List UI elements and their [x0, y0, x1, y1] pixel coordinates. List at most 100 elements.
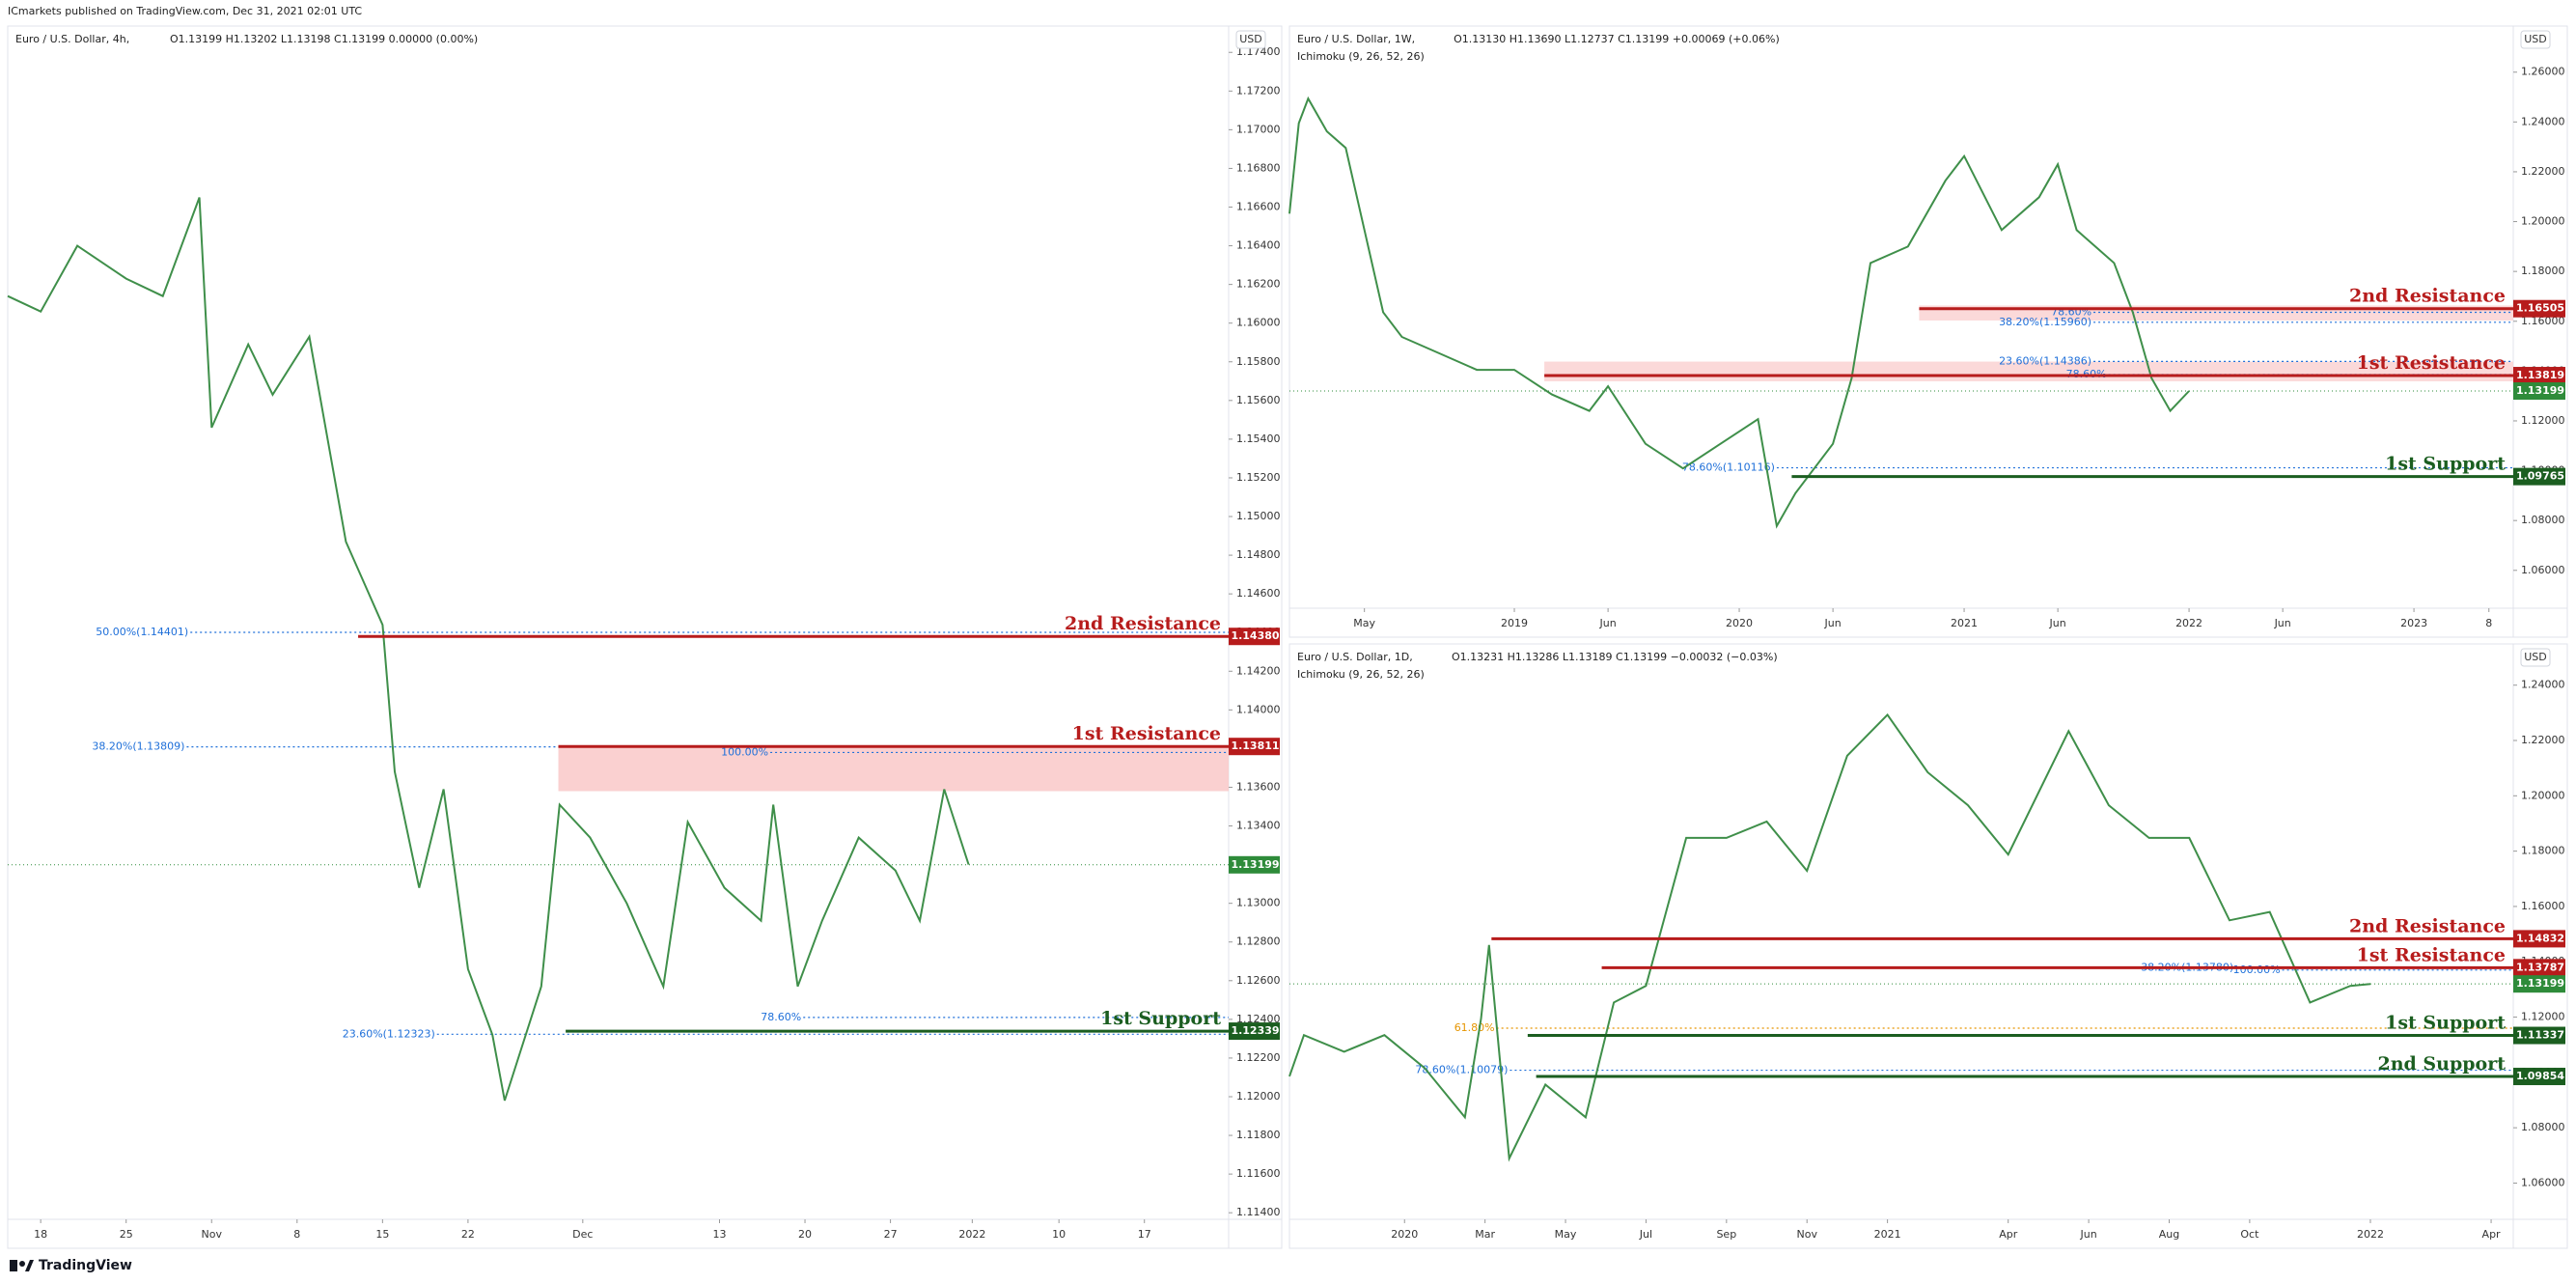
- x-tick-label: Apr: [1999, 1228, 2018, 1241]
- level-tag: [2513, 959, 2565, 977]
- x-tick-label: 18: [34, 1228, 47, 1241]
- ohlc: O1.13130 H1.13690 L1.12737 C1.13199 +0.0…: [1454, 33, 1780, 45]
- x-tick-label: 20: [798, 1228, 812, 1241]
- price-line: [7, 197, 970, 1102]
- x-tick-label: May: [1555, 1228, 1577, 1241]
- y-tick-label: 1.16400: [1236, 239, 1281, 252]
- level-tag: [2513, 467, 2565, 486]
- x-tick-label: Jun: [1824, 617, 1842, 629]
- y-tick-label: 1.06000: [2521, 564, 2565, 576]
- level-name: 1st Resistance: [2357, 352, 2506, 374]
- level-tag: [1229, 1022, 1280, 1041]
- y-tick-label: 1.14200: [1236, 664, 1281, 677]
- currency-box: [2520, 30, 2551, 49]
- fib-label: 38.20%(1.15960): [1999, 316, 2091, 328]
- y-tick-label: 1.12200: [1236, 1051, 1281, 1064]
- level-name: 1st Resistance: [2357, 944, 2506, 965]
- y-tick-label: 1.14000: [1236, 703, 1281, 715]
- currency: USD: [2524, 33, 2547, 45]
- fib-label: 78.60%: [2066, 368, 2107, 380]
- chart-panel: 1.060001.080001.100001.120001.140001.160…: [1288, 643, 2568, 1249]
- y-tick-label: 1.11400: [1236, 1206, 1281, 1218]
- last-price-tag: [1229, 855, 1280, 874]
- fib-label: 61.80%: [1454, 1021, 1495, 1034]
- last-price-tag: [2513, 975, 2565, 993]
- brand-logo: [10, 1260, 34, 1271]
- fib-label: 100.00%: [721, 745, 768, 758]
- x-tick-label: 2023: [2400, 617, 2427, 629]
- fib-label: 78.60%(1.10079): [1415, 1064, 1508, 1076]
- price-line: [1288, 712, 2371, 1162]
- chart-panel: 1.11400 1.11600 1.11800 1.12000 1.12200 1.124…: [7, 25, 1283, 1249]
- level-tag-label: 1.09854: [2516, 1070, 2564, 1082]
- y-tick-label: 1.24000: [2521, 115, 2565, 127]
- level-name: 2nd Resistance: [2349, 915, 2506, 936]
- indicator: Ichimoku (9, 26, 52, 26): [1297, 668, 1425, 681]
- level-tag: [2513, 299, 2565, 318]
- fib-label: 78.60%(1.10116): [1682, 461, 1775, 474]
- y-tick-label: 1.12000: [1236, 1090, 1281, 1103]
- level-name: 2nd Support: [2378, 1053, 2507, 1075]
- y-tick-label: 1.13600: [1236, 780, 1281, 793]
- level-tag-label: 1.11337: [2516, 1029, 2564, 1042]
- y-tick-label: 1.14800: [1236, 548, 1281, 561]
- x-tick-label: 2019: [1501, 617, 1528, 629]
- y-tick-label: 1.22000: [2521, 165, 2565, 178]
- y-tick-label: 1.16200: [1236, 278, 1281, 291]
- y-tick-label: 1.22000: [2521, 734, 2565, 746]
- x-tick-label: Nov: [202, 1228, 223, 1241]
- level-tag-label: 1.14832: [2516, 932, 2564, 944]
- level-name: 2nd Resistance: [1065, 613, 1221, 634]
- last-price-tag: [2513, 382, 2565, 401]
- level-tag: [1229, 628, 1280, 646]
- level-tag: [2513, 930, 2565, 948]
- y-tick-label: 1.16000: [2521, 315, 2565, 327]
- x-tick-label: 17: [1138, 1228, 1151, 1241]
- y-tick-label: 1.14600: [1236, 587, 1281, 600]
- currency: USD: [2524, 651, 2547, 663]
- x-tick-label: 22: [461, 1228, 475, 1241]
- y-tick-label: 1.08000: [2521, 1121, 2565, 1133]
- x-tick-label: 10: [1052, 1228, 1066, 1241]
- zone: [558, 746, 1229, 792]
- y-tick-label: 1.13400: [1236, 820, 1281, 832]
- panel-frame: [1288, 25, 2568, 638]
- last-price-label: 1.13199: [2516, 384, 2564, 397]
- y-tick-label: 1.15200: [1236, 471, 1281, 484]
- x-tick-label: 2020: [1391, 1228, 1418, 1241]
- chart-panel: 1.060001.080001.100001.120001.140001.160…: [1288, 25, 2568, 638]
- x-tick-label: 2022: [2357, 1228, 2384, 1241]
- y-tick-label: 1.20000: [2521, 789, 2565, 801]
- publisher-note: ICmarkets published on TradingView.com, …: [8, 5, 362, 17]
- y-tick-label: 1.24000: [2521, 679, 2565, 691]
- level-tag-label: 1.13819: [2516, 369, 2564, 381]
- last-price-label: 1.13199: [1231, 858, 1279, 871]
- x-tick-label: Dec: [572, 1228, 593, 1241]
- y-tick-label: 1.15600: [1236, 394, 1281, 406]
- y-tick-label: 1.08000: [2521, 514, 2565, 526]
- fib-label: 38.20%(1.13809): [92, 740, 184, 753]
- fib-label: 50.00%(1.14401): [96, 626, 188, 638]
- chart-title: Euro / U.S. Dollar, 4h,: [15, 33, 129, 45]
- x-tick-label: 2021: [1951, 617, 1978, 629]
- y-tick-label: 1.18000: [2521, 845, 2565, 857]
- level-name: 1st Support: [2385, 454, 2506, 475]
- y-tick-label: 1.20000: [2521, 215, 2565, 228]
- x-tick-label: 25: [120, 1228, 133, 1241]
- y-tick-label: 1.18000: [2521, 265, 2565, 277]
- y-tick-label: 1.16000: [2521, 900, 2565, 912]
- x-tick-label: May: [1353, 617, 1375, 629]
- y-tick-label: 1.12000: [2521, 1011, 2565, 1023]
- x-tick-label: 15: [375, 1228, 389, 1241]
- indicator: Ichimoku (9, 26, 52, 26): [1297, 50, 1425, 63]
- x-tick-label: 2022: [2175, 617, 2202, 629]
- x-tick-label: 8: [2485, 617, 2492, 629]
- x-tick-label: Jun: [2049, 617, 2066, 629]
- x-tick-label: Aug: [2159, 1228, 2179, 1241]
- level-tag-label: 1.12339: [1231, 1024, 1279, 1037]
- level-tag: [1229, 738, 1280, 756]
- currency-box: [1235, 30, 1266, 49]
- y-tick-label: 1.15400: [1236, 433, 1281, 445]
- x-tick-label: 8: [293, 1228, 300, 1241]
